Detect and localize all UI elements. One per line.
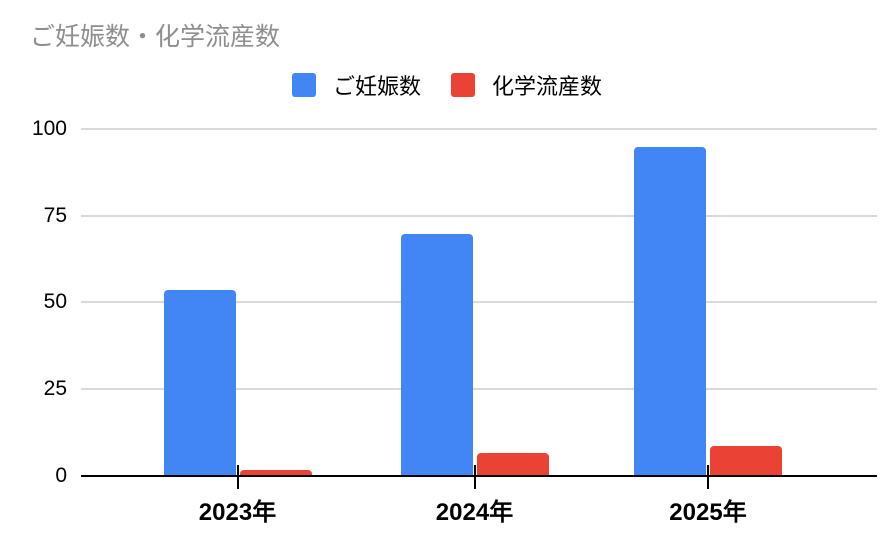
- bar-ご妊娠数-2025年: [634, 147, 706, 477]
- legend-swatch-icon: [451, 73, 475, 97]
- x-axis-tick-label: 2025年: [669, 499, 747, 526]
- legend-item-chemical-miscarriages: 化学流産数: [451, 69, 602, 101]
- chart-title: ご妊娠数・化学流産数: [30, 23, 281, 51]
- x-axis-tick: [236, 465, 239, 489]
- y-axis-tick-label: 50: [43, 290, 67, 314]
- y-axis-tick-label: 100: [31, 116, 67, 140]
- bar-ご妊娠数-2023年: [164, 290, 236, 477]
- y-axis-tick-label: 0: [55, 464, 67, 487]
- x-axis-tick-label: 2024年: [435, 499, 514, 526]
- x-axis-line: [81, 475, 877, 477]
- bar-ご妊娠数-2024年: [401, 234, 473, 477]
- gridline-50: [81, 301, 877, 304]
- x-axis-tick: [707, 465, 709, 489]
- bar-化学流産数-2025年: [710, 446, 782, 477]
- bar-化学流産数-2023年: [240, 470, 312, 477]
- x-axis-tick-label: 2023年: [198, 499, 277, 526]
- legend-label: 化学流産数: [492, 74, 603, 99]
- chart-legend: ご妊娠数 化学流産数: [0, 68, 894, 102]
- gridline-75: [81, 214, 877, 217]
- legend-swatch-icon: [291, 73, 316, 97]
- legend-label: ご妊娠数: [332, 74, 421, 99]
- legend-item-pregnancies: ご妊娠数: [291, 69, 421, 101]
- x-axis-tick: [473, 465, 476, 489]
- gridline-25: [81, 388, 877, 391]
- bar-化学流産数-2024年: [477, 453, 549, 477]
- gridline-100: [81, 127, 877, 130]
- y-axis-tick-label: 75: [43, 203, 67, 227]
- y-axis-tick-label: 25: [43, 377, 67, 401]
